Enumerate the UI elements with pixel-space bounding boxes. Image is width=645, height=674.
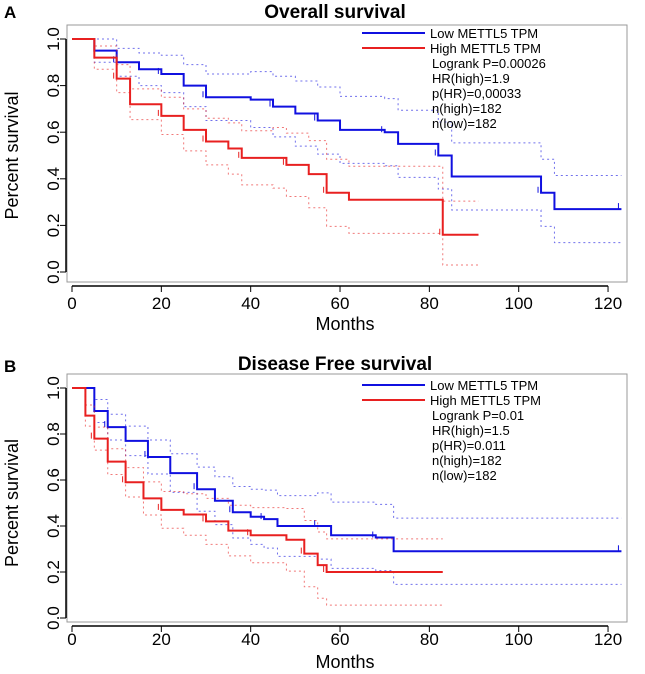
y-tick-label: 0.0 bbox=[44, 606, 63, 630]
x-tick-label: 120 bbox=[594, 294, 622, 313]
confidence-band-low bbox=[72, 387, 622, 519]
legend-entry: High METTL5 TPM bbox=[430, 393, 541, 408]
x-axis-label: Months bbox=[315, 652, 374, 672]
y-tick-label: 0.6 bbox=[44, 468, 63, 492]
y-tick-label: 0.8 bbox=[44, 422, 63, 446]
confidence-band-high bbox=[72, 38, 479, 202]
legend-entry: Low METTL5 TPM bbox=[430, 378, 538, 393]
x-tick-label: 20 bbox=[152, 630, 171, 649]
plot-frame bbox=[66, 24, 628, 283]
chart-title: Disease Free survival bbox=[238, 354, 432, 375]
y-axis-label: Percent survival bbox=[2, 439, 22, 567]
panel-label: A bbox=[4, 3, 16, 22]
y-tick-label: 1.0 bbox=[44, 27, 63, 51]
legend-stat: n(high)=182 bbox=[432, 453, 502, 468]
x-tick-label: 60 bbox=[331, 630, 350, 649]
confidence-band-low bbox=[72, 387, 622, 585]
panel-b: B Disease Free survival 0.0 0.2 0.4 0.6 0.8 1.0… bbox=[2, 354, 628, 672]
y-tick-label: 0.0 bbox=[44, 260, 63, 284]
confidence-band-high bbox=[72, 38, 479, 266]
panel-a: A Overall survival 0.0 0.2 0.4 0.6 0.8 1.0 0 20 40… bbox=[2, 2, 628, 334]
legend-stat: Logrank P=0.01 bbox=[432, 408, 524, 423]
x-tick-label: 0 bbox=[67, 294, 76, 313]
legend-stat: HR(high)=1.9 bbox=[432, 71, 510, 86]
plot-frame bbox=[66, 373, 628, 623]
x-tick-label: 80 bbox=[420, 294, 439, 313]
legend-stat: p(HR)=0.011 bbox=[432, 438, 506, 453]
confidence-band-high bbox=[72, 387, 443, 540]
legend-entry: High METTL5 TPM bbox=[430, 41, 541, 56]
y-tick-label: 0.4 bbox=[44, 167, 63, 191]
y-tick-label: 0.2 bbox=[44, 560, 63, 584]
confidence-band-high bbox=[72, 387, 443, 606]
legend-stat: n(low)=182 bbox=[432, 116, 497, 131]
legend-stat: n(high)=182 bbox=[432, 101, 502, 116]
y-tick-label: 0.4 bbox=[44, 514, 63, 538]
x-tick-label: 0 bbox=[67, 630, 76, 649]
y-tick-label: 0.2 bbox=[44, 214, 63, 238]
y-axis-label: Percent survival bbox=[2, 91, 22, 219]
x-tick-label: 100 bbox=[505, 294, 533, 313]
legend-stat: Logrank P=0.00026 bbox=[432, 56, 546, 71]
panel-label: B bbox=[4, 357, 16, 376]
legend-entry: Low METTL5 TPM bbox=[430, 26, 538, 41]
confidence-band-low bbox=[72, 38, 622, 244]
chart-title: Overall survival bbox=[264, 2, 406, 23]
x-tick-label: 100 bbox=[505, 630, 533, 649]
x-tick-label: 80 bbox=[420, 630, 439, 649]
x-tick-label: 20 bbox=[152, 294, 171, 313]
confidence-band-low bbox=[72, 38, 622, 177]
legend-stat: n(low)=182 bbox=[432, 468, 497, 483]
legend-stat: p(HR)=0,00033 bbox=[432, 86, 521, 101]
y-tick-label: 1.0 bbox=[44, 376, 63, 400]
x-tick-label: 120 bbox=[594, 630, 622, 649]
x-tick-label: 40 bbox=[241, 294, 260, 313]
y-tick-label: 0.8 bbox=[44, 74, 63, 98]
x-tick-label: 40 bbox=[241, 630, 260, 649]
x-tick-label: 60 bbox=[331, 294, 350, 313]
x-axis-label: Months bbox=[315, 314, 374, 334]
survival-curve-high bbox=[72, 387, 443, 573]
survival-curve-high bbox=[72, 38, 479, 236]
survival-curve-low bbox=[72, 387, 622, 553]
legend-stat: HR(high)=1.5 bbox=[432, 423, 510, 438]
y-tick-label: 0.6 bbox=[44, 120, 63, 144]
survival-curve-low bbox=[72, 38, 622, 211]
